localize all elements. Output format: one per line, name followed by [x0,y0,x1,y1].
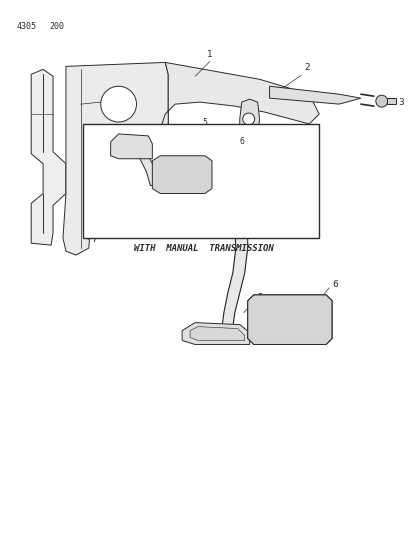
Circle shape [191,173,209,190]
Text: 2: 2 [304,63,310,72]
Text: 3: 3 [399,98,404,107]
Text: 1: 1 [207,51,213,59]
Polygon shape [155,62,319,139]
Polygon shape [152,156,212,193]
Polygon shape [31,69,66,245]
Circle shape [106,132,131,156]
Text: 200: 200 [49,22,64,31]
Text: 4: 4 [304,169,310,178]
Polygon shape [248,295,332,344]
Circle shape [155,176,169,190]
Polygon shape [111,134,152,159]
Polygon shape [131,139,162,185]
Text: 5: 5 [202,118,207,127]
Circle shape [97,197,105,205]
Bar [83,124,319,238]
Circle shape [195,176,205,187]
Polygon shape [182,322,250,344]
Polygon shape [158,139,307,196]
Circle shape [211,189,225,203]
Polygon shape [190,327,245,341]
Circle shape [170,151,186,167]
Text: 8: 8 [212,174,218,183]
Circle shape [376,95,388,107]
Circle shape [159,181,165,187]
Circle shape [243,113,255,125]
Polygon shape [222,198,248,328]
Circle shape [101,86,136,122]
Polygon shape [270,86,361,104]
Circle shape [85,231,93,239]
Text: 7: 7 [91,235,97,244]
Polygon shape [387,98,396,104]
Polygon shape [240,99,259,139]
Text: 6: 6 [240,138,245,147]
Text: 4305: 4305 [16,22,36,31]
Text: WITH  MANUAL  TRANSMISSION: WITH MANUAL TRANSMISSION [134,244,274,253]
Polygon shape [63,62,168,255]
Circle shape [112,137,126,151]
Text: 5: 5 [257,293,264,302]
Circle shape [93,169,101,177]
Circle shape [174,155,182,163]
Text: 6: 6 [332,280,338,289]
